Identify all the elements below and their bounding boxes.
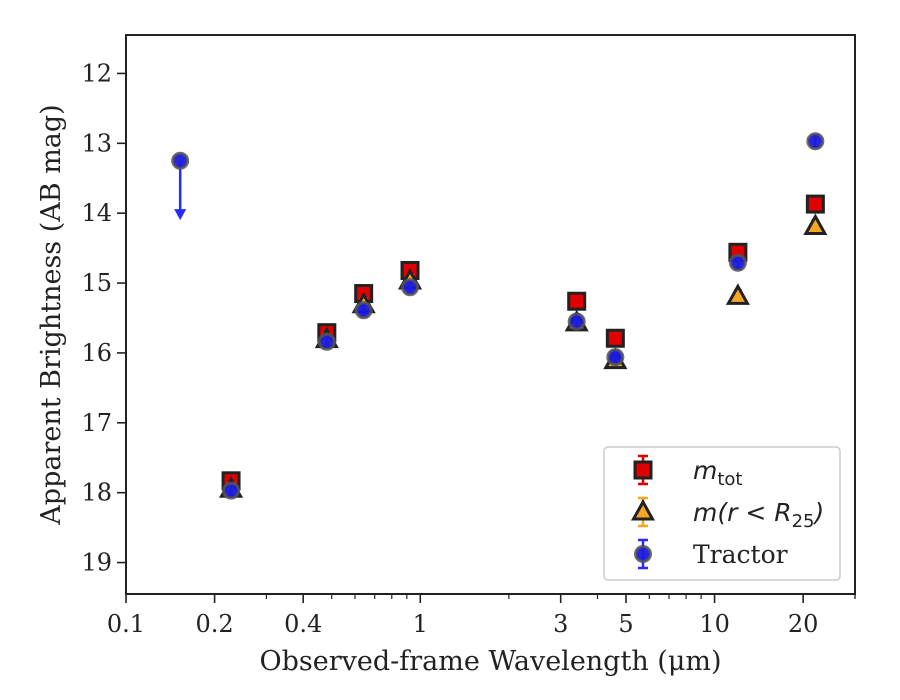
legend-entry-m_r25: m(r < R25)	[630, 496, 824, 532]
y-axis-label: Apparent Brightness (AB mag)	[36, 104, 67, 525]
y-tick-label: 15	[81, 269, 112, 297]
y-tick-label: 12	[81, 59, 112, 87]
series-tractor	[171, 132, 825, 500]
y-axis-ticks: 12 13 14 15 16 17 18 19	[81, 59, 126, 577]
legend-label-tractor: Tractor	[693, 540, 788, 569]
x-tick-label: 10	[699, 610, 730, 638]
point-m_r25	[803, 213, 828, 235]
point-mtot	[567, 291, 587, 311]
legend-label-mtot: mtot	[693, 456, 743, 490]
y-tick-label: 14	[81, 199, 112, 227]
point-tractor	[567, 312, 586, 331]
y-tick-label: 13	[81, 129, 112, 157]
point-tractor	[222, 481, 241, 500]
x-axis-ticks: 0.1 0.2 0.4 1 3 5 10 20	[107, 594, 856, 638]
y-tick-label: 16	[81, 339, 112, 367]
legend-entry-mtot: mtot	[633, 454, 743, 490]
x-tick-label: 0.2	[196, 610, 234, 638]
point-mtot	[805, 194, 825, 214]
point-tractor	[728, 253, 747, 272]
x-tick-label: 1	[413, 610, 428, 638]
x-tick-label: 20	[788, 610, 819, 638]
x-tick-label: 3	[553, 610, 568, 638]
legend: mtot m(r < R25) Tractor	[603, 446, 841, 581]
x-axis-label: Observed-frame Wavelength (μm)	[259, 646, 721, 677]
point-tractor	[806, 132, 825, 151]
y-tick-label: 19	[81, 549, 112, 577]
legend-entry-tractor: Tractor	[634, 538, 788, 570]
legend-marker-mtot	[633, 460, 653, 480]
point-tractor	[354, 301, 373, 320]
legend-marker-tractor	[634, 545, 652, 563]
x-tick-label: 0.1	[107, 610, 145, 638]
x-tick-label: 5	[618, 610, 633, 638]
point-upper-limit-tractor	[171, 151, 190, 170]
legend-marker-m_r25	[630, 498, 656, 521]
data-marks	[171, 132, 828, 500]
y-tick-label: 18	[81, 479, 112, 507]
point-tractor	[606, 348, 625, 367]
point-tractor	[317, 332, 336, 351]
plot-frame	[125, 34, 856, 595]
legend-label-m_r25: m(r < R25)	[693, 498, 824, 532]
point-m_r25	[725, 283, 750, 305]
x-tick-label: 0.4	[284, 610, 322, 638]
point-mtot	[605, 328, 625, 348]
upper-limit-arrow-head	[174, 209, 187, 221]
legend-box	[603, 446, 841, 581]
y-tick-label: 17	[81, 409, 112, 437]
point-tractor	[401, 278, 420, 297]
